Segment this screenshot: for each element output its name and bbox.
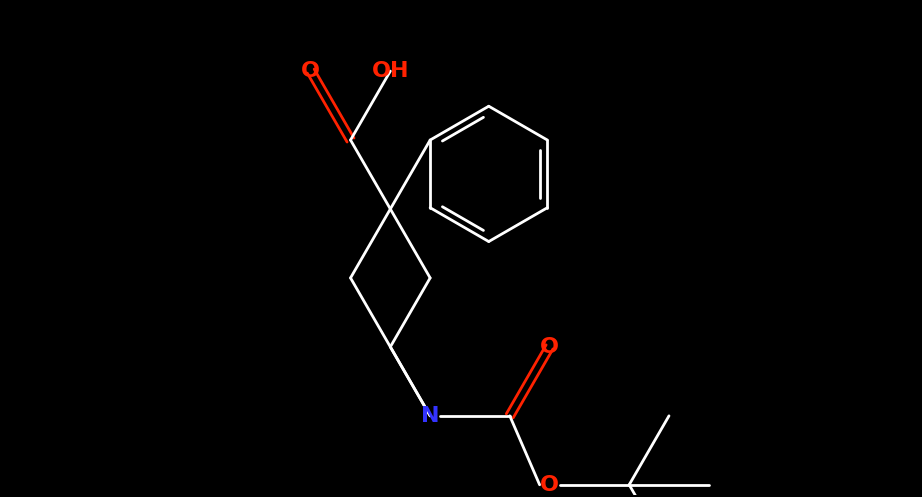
Text: N: N bbox=[421, 406, 440, 426]
Text: O: O bbox=[301, 61, 320, 81]
Text: O: O bbox=[540, 337, 559, 357]
Text: OH: OH bbox=[372, 61, 409, 81]
Text: O: O bbox=[540, 475, 559, 495]
